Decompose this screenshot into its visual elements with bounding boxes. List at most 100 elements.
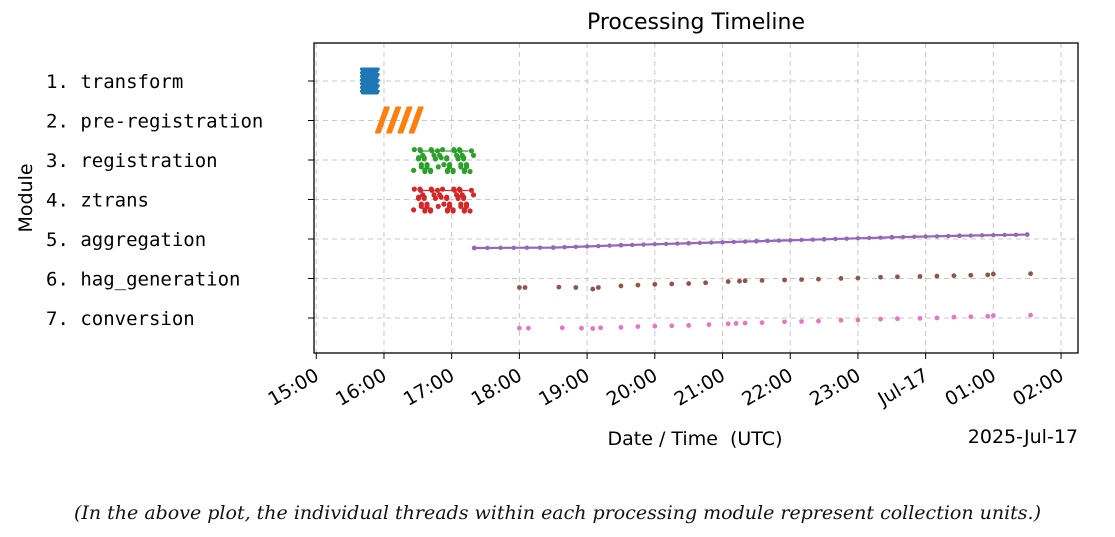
- x-tick-label: 15:00: [264, 364, 322, 410]
- x-tick-label: 18:00: [467, 364, 525, 410]
- thread-line: [401, 106, 413, 134]
- data-point: [1002, 232, 1007, 238]
- data-point: [579, 325, 584, 331]
- data-point: [782, 319, 787, 325]
- chart-title: Processing Timeline: [587, 10, 805, 35]
- data-point: [991, 232, 996, 238]
- data-point: [418, 162, 424, 168]
- x-tick-label: 02:00: [1009, 364, 1067, 410]
- data-point: [562, 245, 567, 250]
- data-point: [706, 322, 712, 328]
- x-axis-offset-label: 2025-Jul-17: [968, 426, 1078, 448]
- data-point: [934, 315, 940, 321]
- y-tick-labels: 1. transform 2. pre-registration 3. regist…: [46, 71, 314, 330]
- thread-line: [388, 106, 400, 134]
- data-point: [522, 285, 528, 290]
- data-point: [590, 286, 596, 292]
- data-point: [590, 326, 596, 331]
- data-point: [652, 281, 658, 287]
- thread-line: [374, 106, 387, 134]
- data-point: [742, 239, 748, 244]
- data-point: [855, 275, 861, 281]
- data-point: [686, 323, 692, 328]
- data-point: [985, 313, 991, 319]
- data-point: [421, 155, 427, 161]
- data-point: [432, 195, 439, 201]
- data-point: [951, 273, 957, 279]
- y-tick-label: 7. conversion: [46, 308, 195, 330]
- data-point: [821, 236, 827, 242]
- data-point: [463, 162, 470, 168]
- y-tick-label: 1. transform: [46, 71, 183, 93]
- data-point: [446, 201, 453, 207]
- data-point: [709, 240, 714, 245]
- data-point: [816, 276, 821, 282]
- y-axis-label: Module: [15, 163, 37, 232]
- data-point: [432, 156, 439, 162]
- data-point: [461, 207, 468, 213]
- thread-line: [378, 106, 390, 134]
- data-point: [444, 167, 451, 173]
- data-point: [441, 201, 447, 207]
- data-point: [878, 316, 883, 322]
- data-point: [720, 240, 725, 245]
- data-point: [799, 277, 804, 282]
- data-point: [742, 278, 748, 284]
- data-point: [934, 273, 940, 279]
- y-tick-label: 4. ztrans: [46, 190, 149, 212]
- data-point: [450, 207, 456, 213]
- data-point: [641, 242, 646, 247]
- data-point: [468, 148, 475, 154]
- data-point: [838, 317, 844, 323]
- data-point: [968, 314, 974, 320]
- data-point: [411, 207, 417, 213]
- data-point: [867, 235, 872, 241]
- data-point: [765, 238, 770, 244]
- data-point: [441, 162, 447, 168]
- thread-line: [412, 106, 424, 134]
- x-axis-label: Date / Time (UTC): [608, 428, 783, 450]
- x-tick-labels: 15:00 16:00 17:00 18:00 19:00 20:00 21:00 22:00…: [264, 353, 1068, 411]
- thread-line: [376, 106, 388, 134]
- data-point: [799, 237, 804, 243]
- x-tick-label: Jul-17: [874, 364, 933, 411]
- thread-line: [399, 106, 412, 134]
- data-point: [461, 155, 467, 161]
- data-point: [923, 234, 928, 239]
- figure-caption: (In the above plot, the individual threa…: [73, 502, 1042, 524]
- thread-line: [386, 106, 398, 134]
- y-tick-label: 5. aggregation: [46, 229, 206, 251]
- data-point: [669, 323, 675, 329]
- thread-line: [410, 106, 422, 134]
- data-point: [934, 234, 940, 239]
- data-point: [596, 243, 601, 249]
- data-point: [435, 164, 441, 170]
- data-point: [467, 208, 473, 214]
- data-point: [635, 282, 641, 288]
- data-point: [470, 192, 477, 198]
- data-point: [537, 245, 543, 250]
- data-point: [855, 317, 861, 323]
- data-point: [598, 325, 604, 331]
- data-point: [985, 272, 991, 278]
- data-point: [782, 277, 787, 283]
- series-transform: [359, 67, 380, 95]
- thread-line: [387, 106, 399, 134]
- y-tick-label: 2. pre-registration: [46, 111, 263, 133]
- data-point: [725, 279, 731, 284]
- data-point: [979, 233, 985, 238]
- x-tick-label: 21:00: [671, 364, 729, 410]
- data-point: [421, 194, 427, 200]
- x-tick-label: 19:00: [535, 364, 593, 410]
- x-tick-label: 16:00: [332, 364, 390, 410]
- data-point: [844, 236, 849, 241]
- data-point: [788, 238, 793, 243]
- thread-line: [377, 106, 389, 134]
- data-point: [556, 284, 562, 290]
- data-point: [461, 194, 467, 200]
- data-point: [833, 236, 838, 242]
- data-point: [435, 203, 441, 209]
- data-point: [427, 167, 434, 173]
- data-point: [415, 155, 422, 161]
- data-point: [686, 281, 692, 286]
